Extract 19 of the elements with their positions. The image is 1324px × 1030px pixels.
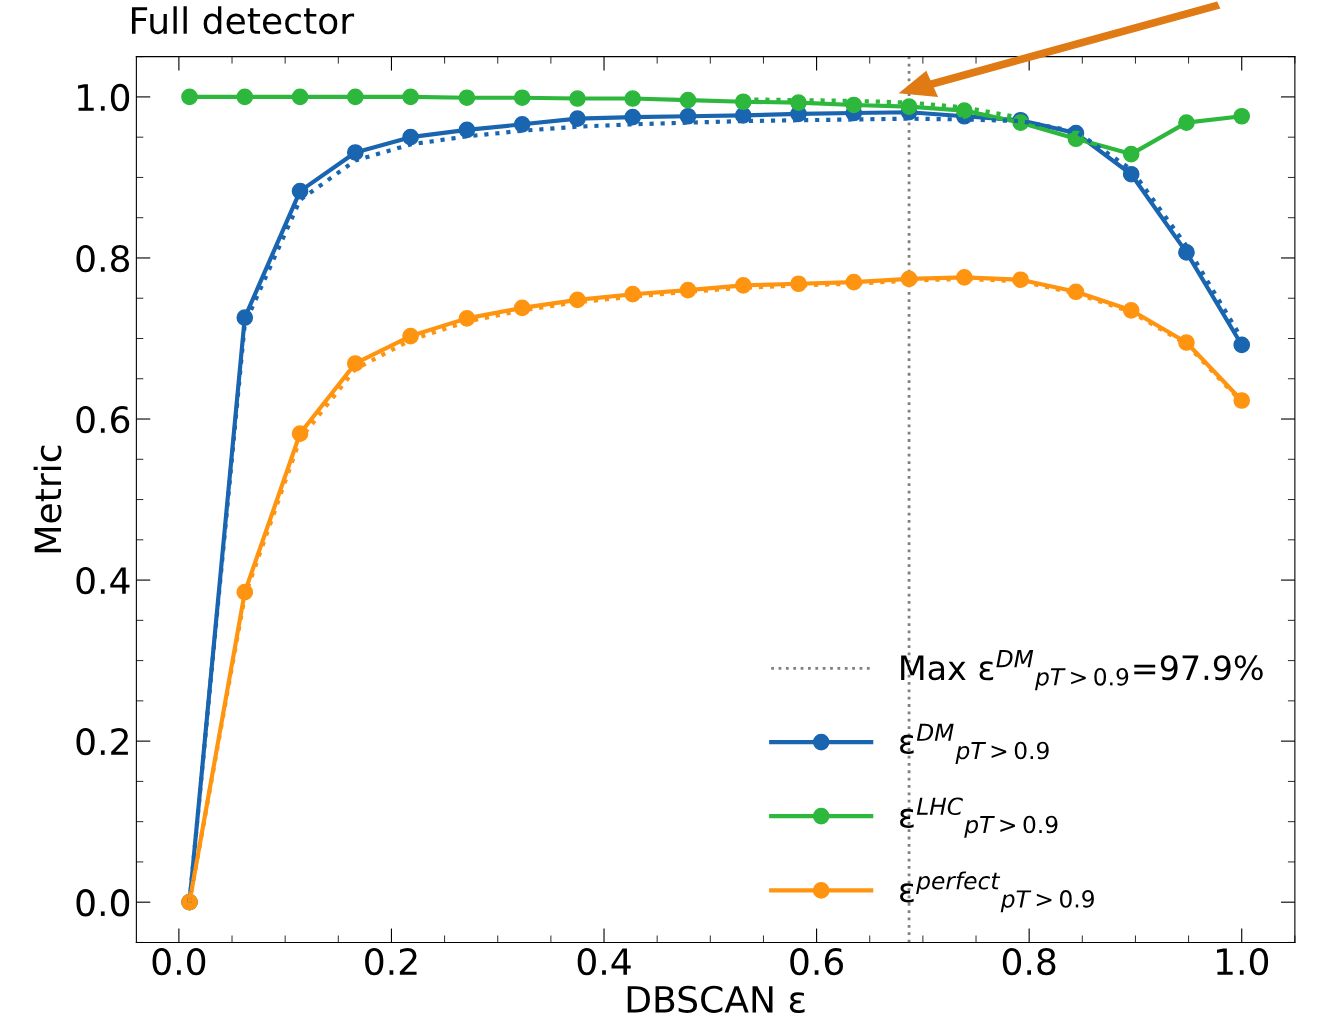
y-tick-label: 0.8 [76, 244, 130, 273]
legend-label: ε$^{perfect}$$_{pT>0.9}$ [900, 871, 1094, 913]
chart-title: Full detector [131, 6, 355, 35]
y-axis-title: Metric [33, 445, 62, 553]
annotation: Max ε$^{DM}$$_{pT>0.9}$=97.9% [901, 650, 1263, 691]
legend-label: ε$^{LHC}$$_{pT>0.9}$ [900, 797, 1058, 838]
y-tick-label: 0.4 [76, 567, 130, 595]
x-axis-title: DBSCAN ε [627, 985, 805, 1013]
legend-label: ε$^{DM}$$_{pT>0.9}$ [900, 723, 1049, 764]
x-tick-label: 0.2 [365, 947, 417, 976]
x-tick-label: 1.0 [1216, 947, 1269, 976]
y-tick-label: 0.6 [76, 405, 130, 434]
x-tick-label: 0.4 [577, 947, 631, 976]
y-tick-label: 0.2 [76, 728, 128, 756]
x-tick-label: 0.8 [1002, 947, 1056, 976]
x-tick-label: 0.0 [152, 947, 206, 976]
y-tick-label: 0.0 [76, 889, 130, 917]
x-tick-label: 0.6 [790, 947, 844, 976]
y-tick-label: 1.0 [78, 83, 130, 112]
